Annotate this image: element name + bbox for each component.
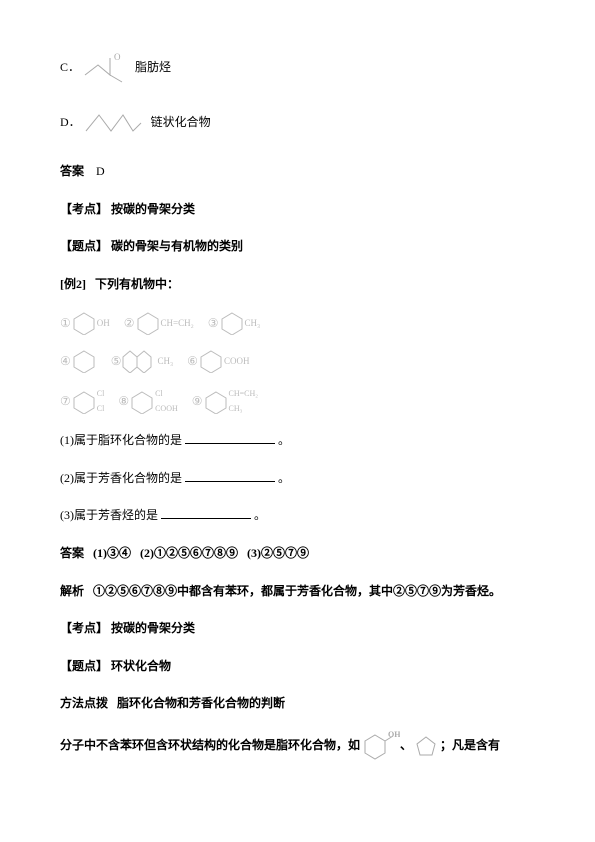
answers-2-label: 答案 bbox=[60, 546, 84, 560]
option-d-label: D． bbox=[60, 112, 81, 134]
struct-8: ⑧ ClCOOH bbox=[118, 387, 177, 416]
tidian-2-label: 【题点】 bbox=[60, 659, 108, 673]
question-2: (2)属于芳香化合物的是 。 bbox=[60, 468, 535, 490]
example-2-text: 下列有机物中： bbox=[95, 277, 179, 291]
struct-9: ⑨ CH=CH₂CH₃ bbox=[192, 387, 258, 416]
kaodian-1: 【考点】 按碳的骨架分类 bbox=[60, 199, 535, 221]
kaodian-2: 【考点】 按碳的骨架分类 bbox=[60, 618, 535, 640]
kaodian-2-text: 按碳的骨架分类 bbox=[111, 621, 195, 635]
tidian-2-text: 环状化合物 bbox=[111, 659, 171, 673]
structure-c-icon: O bbox=[80, 50, 135, 85]
tidian-1-label: 【题点】 bbox=[60, 239, 108, 253]
kaodian-1-text: 按碳的骨架分类 bbox=[111, 202, 195, 216]
kaodian-1-label: 【考点】 bbox=[60, 202, 108, 216]
structure-row-3: ⑦ ClCl ⑧ ClCOOH ⑨ CH=CH₂CH₃ bbox=[60, 387, 535, 416]
option-d-text: 链状化合物 bbox=[151, 112, 211, 134]
answer-line: 答案 D bbox=[60, 161, 535, 183]
answers-2-a1: (1)③④ bbox=[93, 546, 131, 560]
svg-text:O: O bbox=[114, 52, 121, 62]
q2-suffix: 。 bbox=[278, 471, 290, 485]
struct-4: ④ bbox=[60, 349, 97, 373]
answer-value: D bbox=[96, 164, 105, 178]
structure-row-1: ① OH ② CH=CH₂ ③ CH₃ bbox=[60, 311, 535, 335]
option-c-label: C． bbox=[60, 57, 80, 79]
structure-row-2: ④ ⑤ CH₃ ⑥ COOH bbox=[60, 349, 535, 373]
jiexi-text: ①②⑤⑥⑦⑧⑨中都含有苯环，都属于芳香化合物，其中②⑤⑦⑨为芳香烃。 bbox=[93, 584, 501, 598]
example-2-label: [例2] bbox=[60, 277, 86, 291]
q2-prefix: (2)属于芳香化合物的是 bbox=[60, 471, 182, 485]
q2-blank bbox=[185, 469, 275, 482]
cyclohexanol-icon: OH bbox=[360, 731, 400, 761]
question-3: (3)属于芳香烃的是 。 bbox=[60, 505, 535, 527]
struct-1: ① OH bbox=[60, 311, 110, 335]
example-2: [例2] 下列有机物中： bbox=[60, 274, 535, 296]
answer-label: 答案 bbox=[60, 164, 84, 178]
tidian-1-text: 碳的骨架与有机物的类别 bbox=[111, 239, 243, 253]
jiexi-label: 解析 bbox=[60, 584, 84, 598]
q1-prefix: (1)属于脂环化合物的是 bbox=[60, 433, 182, 447]
q1-suffix: 。 bbox=[278, 433, 290, 447]
q3-suffix: 。 bbox=[254, 508, 266, 522]
bottom-text: 分子中不含苯环但含环状结构的化合物是脂环化合物，如 OH 、 ；凡是含有 bbox=[60, 731, 535, 761]
q3-prefix: (3)属于芳香烃的是 bbox=[60, 508, 158, 522]
cyclopentane-icon bbox=[412, 734, 440, 758]
method-text: 脂环化合物和芳香化合物的判断 bbox=[117, 696, 285, 710]
svg-text:OH: OH bbox=[388, 731, 400, 739]
struct-7: ⑦ ClCl bbox=[60, 387, 104, 416]
kaodian-2-label: 【考点】 bbox=[60, 621, 108, 635]
structure-d-icon bbox=[81, 103, 151, 143]
q3-blank bbox=[161, 506, 251, 519]
option-d: D． 链状化合物 bbox=[60, 103, 535, 143]
answers-2-a2: (2)①②⑤⑥⑦⑧⑨ bbox=[140, 546, 238, 560]
q1-blank bbox=[185, 431, 275, 444]
answers-2-a3: (3)②⑤⑦⑨ bbox=[247, 546, 309, 560]
struct-3: ③ CH₃ bbox=[208, 311, 260, 335]
bottom-suffix: ；凡是含有 bbox=[440, 735, 500, 757]
question-1: (1)属于脂环化合物的是 。 bbox=[60, 430, 535, 452]
bottom-prefix: 分子中不含苯环但含环状结构的化合物是脂环化合物，如 bbox=[60, 735, 360, 757]
method-tip: 方法点拨 脂环化合物和芳香化合物的判断 bbox=[60, 693, 535, 715]
jiexi: 解析 ①②⑤⑥⑦⑧⑨中都含有苯环，都属于芳香化合物，其中②⑤⑦⑨为芳香烃。 bbox=[60, 581, 535, 603]
method-label: 方法点拨 bbox=[60, 696, 108, 710]
option-c: C． O 脂肪烃 bbox=[60, 50, 535, 85]
struct-6: ⑥ COOH bbox=[187, 349, 249, 373]
answers-2: 答案 (1)③④ (2)①②⑤⑥⑦⑧⑨ (3)②⑤⑦⑨ bbox=[60, 543, 535, 565]
struct-2: ② CH=CH₂ bbox=[124, 311, 194, 335]
tidian-1: 【题点】 碳的骨架与有机物的类别 bbox=[60, 236, 535, 258]
option-c-text: 脂肪烃 bbox=[135, 57, 171, 79]
struct-5: ⑤ CH₃ bbox=[111, 349, 173, 373]
tidian-2: 【题点】 环状化合物 bbox=[60, 656, 535, 678]
